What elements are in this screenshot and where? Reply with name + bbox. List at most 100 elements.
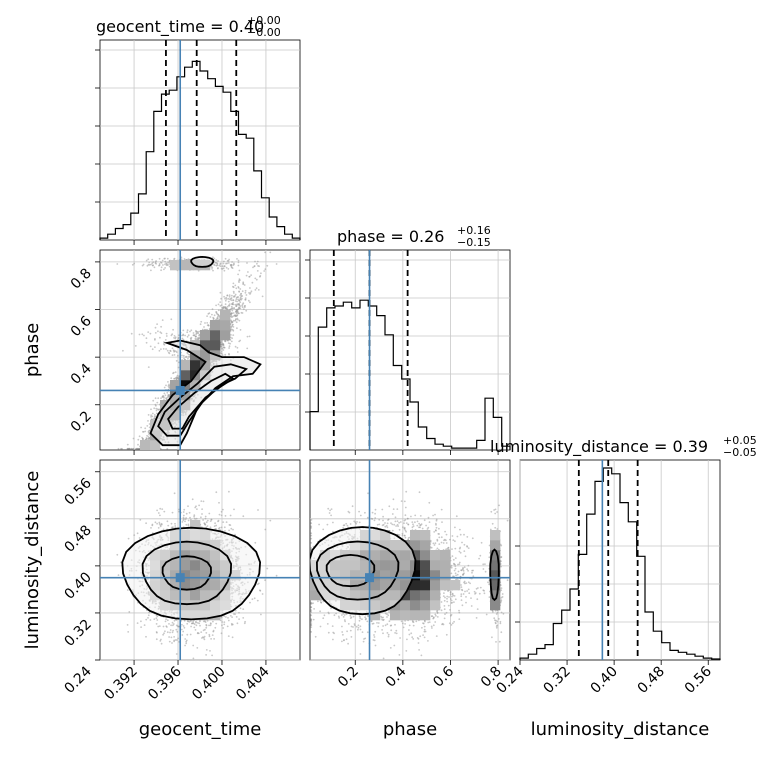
scatter-point	[260, 272, 262, 275]
scatter-point	[155, 404, 157, 407]
scatter-point	[177, 366, 180, 369]
scatter-point	[203, 326, 205, 328]
scatter-point	[227, 268, 230, 270]
scatter-point	[205, 632, 208, 634]
scatter-point	[234, 293, 237, 296]
scatter-point	[182, 333, 185, 336]
scatter-point	[186, 351, 189, 354]
scatter-point	[138, 333, 141, 336]
scatter-point	[163, 343, 166, 346]
scatter-point	[263, 270, 266, 272]
scatter-point	[145, 341, 148, 344]
scatter-point	[243, 284, 246, 286]
scatter-point	[133, 262, 136, 265]
scatter-point	[224, 297, 226, 300]
scatter-point	[238, 280, 240, 282]
scatter-point	[252, 266, 254, 269]
scatter-point	[245, 309, 248, 312]
scatter-point	[234, 284, 237, 287]
scatter-point	[190, 329, 193, 332]
scatter-point	[154, 346, 156, 348]
scatter-point	[232, 319, 235, 322]
scatter-point	[231, 307, 233, 310]
scatter-point	[224, 307, 227, 309]
scatter-point	[172, 623, 175, 625]
scatter-point	[188, 511, 191, 514]
scatter-point	[155, 412, 158, 415]
scatter-point	[218, 264, 221, 267]
scatter-point	[237, 261, 240, 264]
scatter-point	[239, 294, 242, 297]
scatter-point	[227, 342, 230, 344]
scatter-point	[241, 306, 244, 309]
scatter-point	[230, 340, 233, 343]
scatter-point	[151, 415, 154, 418]
scatter-point	[249, 293, 251, 295]
scatter-point	[190, 625, 193, 628]
scatter-point	[174, 371, 177, 374]
scatter-point	[155, 409, 158, 412]
scatter-point	[197, 337, 200, 340]
scatter-point	[216, 263, 219, 265]
scatter-point	[237, 259, 240, 262]
scatter-point	[198, 330, 201, 333]
scatter-point	[165, 397, 168, 400]
scatter-point	[187, 357, 189, 360]
scatter-point	[234, 300, 237, 302]
scatter-point	[234, 314, 237, 316]
scatter-point	[242, 515, 245, 518]
scatter-point	[169, 631, 171, 634]
scatter-point	[242, 281, 245, 284]
scatter-point	[186, 620, 189, 622]
scatter-point	[176, 639, 178, 641]
scatter-point	[195, 338, 198, 341]
scatter-point	[168, 623, 170, 625]
scatter-point	[163, 396, 165, 399]
scatter-point	[164, 263, 166, 266]
scatter-point	[187, 356, 190, 358]
scatter-point	[192, 334, 195, 337]
scatter-point	[160, 266, 163, 269]
scatter-point	[189, 337, 192, 340]
scatter-point	[154, 326, 157, 329]
scatter-point	[248, 335, 251, 338]
scatter-point	[225, 266, 228, 269]
scatter-point	[244, 297, 247, 299]
scatter-point	[196, 330, 198, 333]
scatter-point	[249, 301, 251, 304]
scatter-point	[232, 264, 235, 266]
scatter-point	[165, 262, 168, 265]
scatter-point	[257, 289, 260, 291]
scatter-point	[269, 251, 272, 254]
scatter-point	[144, 430, 147, 433]
scatter-point	[235, 321, 238, 324]
scatter-point	[132, 437, 135, 440]
scatter-point	[221, 265, 224, 268]
scatter-point	[241, 304, 244, 307]
scatter-point	[239, 288, 242, 290]
scatter-point	[245, 274, 248, 277]
scatter-point	[236, 300, 239, 303]
scatter-point	[126, 589, 129, 591]
scatter-point	[238, 340, 241, 343]
scatter-point	[163, 392, 166, 395]
scatter-point	[259, 275, 261, 278]
scatter-point	[154, 332, 157, 334]
scatter-point	[136, 447, 139, 450]
scatter-point	[166, 619, 169, 622]
scatter-point	[152, 261, 155, 264]
scatter-point	[167, 261, 169, 264]
scatter-point	[186, 331, 189, 334]
scatter-point	[218, 318, 221, 321]
scatter-point	[173, 337, 175, 339]
scatter-point	[159, 336, 161, 339]
scatter-point	[219, 262, 222, 265]
scatter-point	[127, 447, 130, 450]
scatter-point	[235, 309, 238, 312]
scatter-point	[233, 307, 235, 310]
scatter-point	[228, 352, 230, 355]
scatter-point	[151, 348, 154, 351]
scatter-point	[137, 438, 140, 441]
scatter-point	[245, 294, 248, 296]
scatter-point	[157, 625, 160, 628]
